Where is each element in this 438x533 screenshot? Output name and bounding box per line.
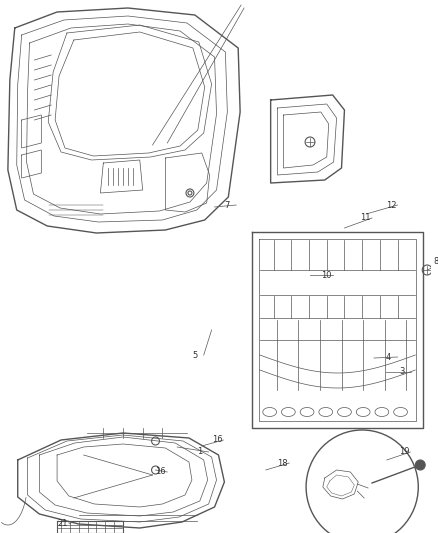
Text: 1: 1 — [197, 448, 202, 456]
Text: 16: 16 — [155, 467, 166, 477]
Circle shape — [415, 460, 425, 470]
Text: 18: 18 — [278, 458, 288, 467]
Text: 16: 16 — [212, 435, 222, 445]
Text: 8: 8 — [433, 257, 438, 266]
Text: 3: 3 — [399, 367, 405, 376]
Text: 11: 11 — [360, 214, 371, 222]
Text: 5: 5 — [192, 351, 197, 359]
Text: 12: 12 — [386, 200, 396, 209]
Text: 7: 7 — [224, 200, 230, 209]
Text: 19: 19 — [399, 448, 409, 456]
Text: 4: 4 — [386, 352, 391, 361]
Text: 10: 10 — [321, 271, 331, 279]
Text: 21: 21 — [57, 519, 67, 528]
